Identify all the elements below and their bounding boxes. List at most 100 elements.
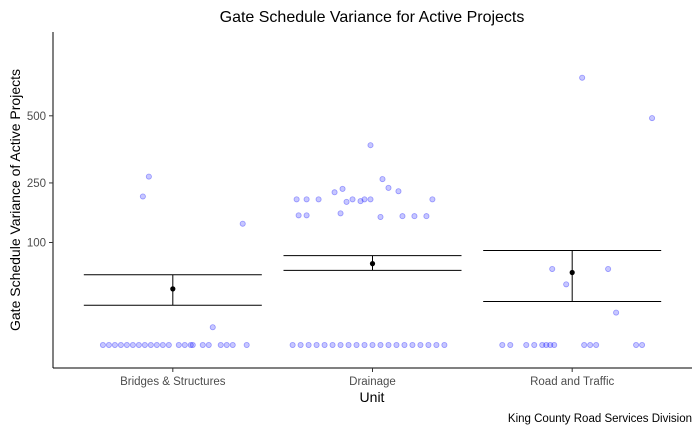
data-point <box>305 341 312 348</box>
y-axis: 100 250 500 <box>27 111 53 250</box>
data-point <box>349 196 356 203</box>
data-point <box>401 341 408 348</box>
data-point <box>339 185 346 192</box>
data-point <box>289 341 296 348</box>
data-point <box>343 198 350 205</box>
data-point <box>369 341 376 348</box>
data-point <box>337 210 344 217</box>
data-point <box>205 341 212 348</box>
data-point <box>385 184 392 191</box>
data-point <box>393 341 400 348</box>
data-point <box>539 341 546 348</box>
data-point <box>417 341 424 348</box>
data-point <box>199 341 206 348</box>
data-point <box>605 265 612 272</box>
data-point <box>217 341 224 348</box>
mean-point <box>170 286 176 292</box>
data-point <box>547 341 554 348</box>
data-point <box>135 341 142 348</box>
data-point <box>303 212 310 219</box>
data-point <box>129 341 136 348</box>
data-point <box>551 341 558 348</box>
data-point <box>315 196 322 203</box>
data-point <box>117 341 124 348</box>
data-point <box>159 341 166 348</box>
data-point <box>579 74 586 81</box>
data-point <box>633 341 640 348</box>
data-point <box>411 213 418 220</box>
data-point <box>441 341 448 348</box>
data-point <box>367 196 374 203</box>
mean-point <box>569 269 575 276</box>
data-point <box>321 341 328 348</box>
data-point <box>153 341 160 348</box>
data-point <box>409 341 416 348</box>
data-point <box>361 196 368 203</box>
data-point <box>139 193 146 200</box>
data-point <box>337 341 344 348</box>
data-point <box>423 213 430 220</box>
data-point <box>123 341 130 348</box>
data-point <box>433 341 440 348</box>
data-point <box>147 341 154 348</box>
data-point <box>429 196 436 203</box>
data-point <box>165 341 172 348</box>
data-point <box>379 176 386 183</box>
data-point <box>499 341 506 348</box>
data-point <box>593 341 600 348</box>
x-axis: Bridges & Structures Drainage Road and Tra… <box>120 368 615 388</box>
chart-caption: King County Road Services Division <box>508 413 692 425</box>
x-tick-label: Road and Traffic <box>530 376 614 388</box>
data-point <box>209 324 216 331</box>
y-axis-title: Gate Schedule Variance of Active Project… <box>7 69 23 331</box>
group-3 <box>483 74 662 348</box>
y-tick-label: 500 <box>27 111 46 123</box>
data-point <box>313 341 320 348</box>
y-tick-label: 100 <box>27 238 46 250</box>
group-1 <box>83 173 262 348</box>
mean-point <box>369 261 376 267</box>
data-point <box>111 341 118 348</box>
data-point <box>549 265 556 272</box>
data-point <box>399 213 406 220</box>
data-point <box>639 341 646 348</box>
y-tick-label: 250 <box>27 178 46 190</box>
data-point <box>331 189 338 196</box>
data-point <box>329 341 336 348</box>
data-point <box>181 341 188 348</box>
data-point <box>357 198 364 205</box>
data-point <box>425 341 432 348</box>
data-point <box>345 341 352 348</box>
x-tick-label: Drainage <box>349 376 396 388</box>
data-point <box>563 281 570 288</box>
data-point <box>187 341 194 348</box>
data-point <box>297 341 304 348</box>
plot-panel <box>83 74 662 348</box>
data-point <box>507 341 514 348</box>
data-point <box>105 341 112 348</box>
data-point <box>581 341 588 348</box>
data-point <box>353 341 360 348</box>
data-point <box>243 341 250 348</box>
data-point <box>367 142 374 149</box>
data-point <box>613 309 620 316</box>
data-point <box>361 341 368 348</box>
data-point <box>141 341 148 348</box>
data-point <box>377 341 384 348</box>
data-point <box>649 115 656 122</box>
data-point <box>293 196 300 203</box>
data-point <box>145 173 152 180</box>
data-point <box>295 212 302 219</box>
data-point <box>377 213 384 220</box>
data-point <box>523 341 530 348</box>
data-point <box>385 341 392 348</box>
data-point <box>99 341 106 348</box>
data-point <box>543 341 550 348</box>
x-tick-label: Bridges & Structures <box>120 376 226 388</box>
data-point <box>229 341 236 348</box>
data-point <box>189 341 196 348</box>
chart-title: Gate Schedule Variance for Active Projec… <box>220 9 525 26</box>
data-point <box>175 341 182 348</box>
data-point <box>587 341 594 348</box>
